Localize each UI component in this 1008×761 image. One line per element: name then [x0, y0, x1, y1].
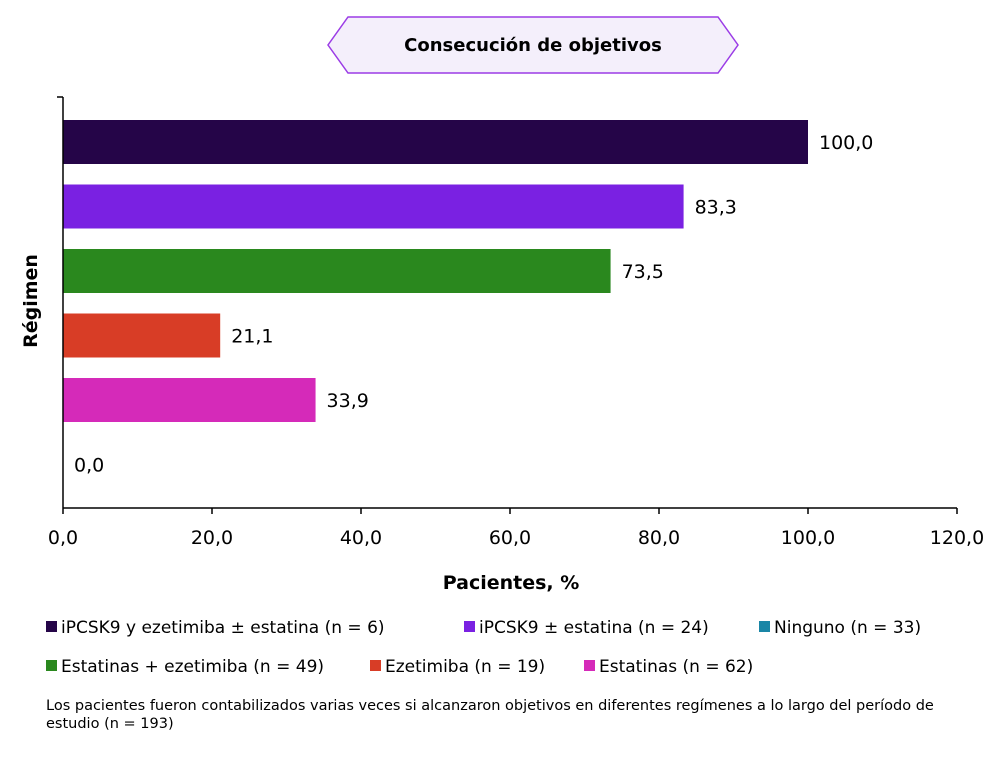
x-tick-label: 80,0: [638, 527, 680, 549]
legend-item: iPCSK9 ± estatina (n = 24): [464, 618, 709, 638]
legend-item: Ninguno (n = 33): [759, 618, 921, 638]
x-tick-label: 120,0: [930, 527, 984, 549]
legend-item: iPCSK9 y ezetimiba ± estatina (n = 6): [46, 618, 385, 638]
legend-label: iPCSK9 ± estatina (n = 24): [479, 618, 709, 638]
bar-0: [63, 120, 808, 164]
legend-label: iPCSK9 y ezetimiba ± estatina (n = 6): [61, 618, 385, 638]
x-tick-label: 20,0: [191, 527, 233, 549]
legend-swatch: [584, 660, 595, 671]
bar-value-label: 100,0: [819, 132, 873, 154]
chart-title: Consecución de objetivos: [404, 35, 662, 56]
legend-item: Ezetimiba (n = 19): [370, 657, 545, 677]
legend-swatch: [46, 660, 57, 671]
legend-swatch: [464, 621, 475, 632]
legend-swatch: [370, 660, 381, 671]
bar-value-label: 73,5: [622, 261, 664, 283]
bar-4: [63, 378, 316, 422]
x-tick-label: 100,0: [781, 527, 835, 549]
bar-value-label: 0,0: [74, 455, 104, 477]
bar-chart: Consecución de objetivos 100,0 83,3 73,5 21…: [20, 16, 984, 594]
bar-value-label: 21,1: [231, 326, 273, 348]
y-axis-label: Régimen: [20, 254, 42, 348]
footnote: Los pacientes fueron contabilizados vari…: [46, 698, 934, 732]
legend-label: Estatinas (n = 62): [599, 657, 754, 677]
x-tick-label: 60,0: [489, 527, 531, 549]
x-tick-label: 40,0: [340, 527, 382, 549]
legend-label: Estatinas + ezetimiba (n = 49): [61, 657, 325, 677]
bar-2: [63, 249, 611, 293]
bar-value-label: 83,3: [695, 197, 737, 219]
chart-title-box: Consecución de objetivos: [327, 16, 739, 74]
legend-swatch: [46, 621, 57, 632]
title-hexagon: [327, 16, 739, 74]
legend-label: Ezetimiba (n = 19): [385, 657, 546, 677]
legend-label: Ninguno (n = 33): [774, 618, 922, 638]
legend-item: Estatinas (n = 62): [584, 657, 753, 677]
legend-swatch: [759, 621, 770, 632]
x-tick-label: 0,0: [48, 527, 78, 549]
bar-value-label: 33,9: [327, 390, 369, 412]
bar-3: [63, 313, 221, 358]
x-axis-label: Pacientes, %: [443, 572, 580, 594]
legend-item: Estatinas + ezetimiba (n = 49): [46, 657, 324, 677]
bar-1: [63, 184, 684, 229]
